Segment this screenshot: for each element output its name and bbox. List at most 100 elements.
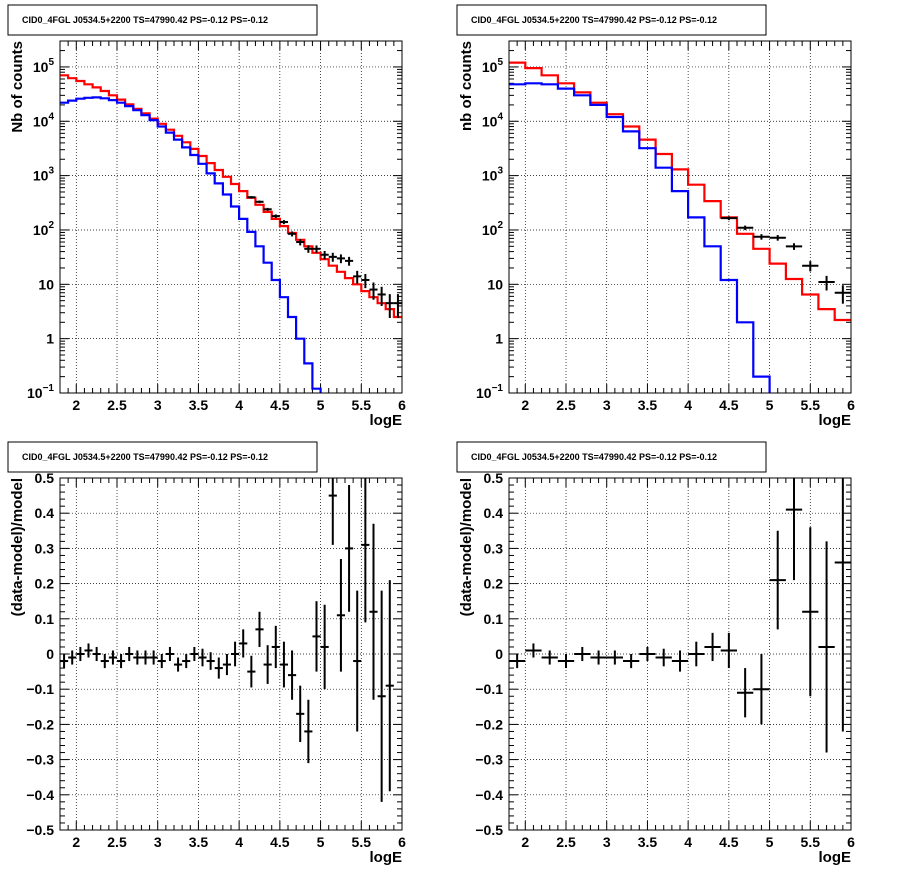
x-tick-label: 4 — [235, 834, 243, 850]
data-point — [117, 654, 126, 669]
x-tick-label: 6 — [847, 834, 855, 850]
data-point — [206, 652, 215, 670]
data-point — [92, 646, 101, 662]
data-point — [328, 478, 337, 545]
y-tick-label: −0.3 — [475, 752, 503, 768]
data-point — [271, 625, 280, 669]
y-axis-label: (data-model)/model — [9, 478, 26, 616]
y-tick-label: 0.2 — [35, 576, 55, 592]
data-point — [345, 485, 354, 612]
data-point — [149, 650, 158, 665]
data-point — [590, 650, 607, 665]
data-point — [802, 261, 819, 272]
y-tick-label: −0.4 — [475, 787, 503, 803]
y-tick-label: −0.1 — [26, 681, 54, 697]
data-point — [84, 643, 93, 658]
data-point — [288, 231, 297, 237]
chart-panel-tl: CID0_4FGL J0534.5+2200 TS=47990.42 PS=-0… — [7, 4, 406, 429]
data-point — [737, 668, 754, 718]
data-point — [222, 654, 231, 676]
x-tick-label: 4.5 — [270, 397, 290, 413]
data-point — [704, 632, 721, 662]
data-point — [328, 252, 337, 262]
plot-area — [509, 478, 851, 753]
data-point — [818, 275, 835, 291]
y-tick-label: 0.1 — [484, 611, 504, 627]
title-box — [7, 441, 318, 473]
y-tick-label: −0.5 — [26, 822, 54, 838]
data-point — [231, 641, 240, 667]
chart-title: CID0_4FGL J0534.5+2200 TS=47990.42 PS=-0… — [471, 452, 717, 462]
data-point — [557, 654, 575, 669]
plot-frame — [59, 40, 403, 394]
data-point — [385, 294, 394, 318]
series-1-histogram — [60, 96, 322, 393]
x-tick-label: 2.5 — [107, 834, 127, 850]
data-point — [345, 256, 354, 266]
x-tick-label: 4.5 — [270, 834, 290, 850]
data-point — [125, 646, 134, 662]
data-point — [688, 641, 705, 667]
y-tick-label: −0.5 — [475, 822, 503, 838]
x-tick-label: 2.5 — [556, 834, 576, 850]
data-point — [100, 654, 109, 669]
data-point — [271, 214, 280, 218]
data-point — [108, 650, 117, 665]
x-tick-label: 2 — [521, 397, 529, 413]
data-point — [279, 220, 288, 225]
data-point — [639, 646, 656, 662]
y-axis-label: Nb of counts — [9, 41, 26, 133]
y-tick-label: 102 — [33, 220, 55, 238]
title-box — [7, 4, 318, 36]
data-point — [312, 601, 321, 672]
data-point — [336, 254, 345, 264]
y-tick-label: −0.1 — [475, 681, 503, 697]
data-point — [353, 270, 362, 284]
y-tick-label: 1 — [495, 331, 503, 347]
data-point — [214, 657, 223, 679]
y-tick-label: 0.5 — [35, 470, 55, 486]
data-point — [525, 643, 542, 658]
data-point — [737, 225, 754, 231]
data-point — [296, 239, 305, 246]
y-tick-label: 0.2 — [484, 576, 504, 592]
data-point — [255, 200, 264, 204]
data-point — [385, 580, 394, 792]
data-point — [320, 251, 329, 260]
data-point — [802, 527, 819, 697]
y-tick-label: 0 — [495, 646, 503, 662]
y-tick-label: 10−1 — [27, 383, 54, 401]
x-tick-label: 5 — [766, 397, 774, 413]
data-point — [393, 294, 402, 318]
y-tick-label: 0 — [46, 646, 54, 662]
data-point — [263, 645, 272, 684]
x-tick-label: 4.5 — [719, 834, 739, 850]
data-point — [834, 285, 851, 304]
x-tick-label: 4 — [235, 397, 243, 413]
data-point — [141, 650, 150, 665]
data-point — [509, 654, 526, 669]
x-axis-label: logE — [819, 849, 852, 866]
x-tick-label: 5.5 — [801, 834, 821, 850]
data-point — [76, 646, 85, 662]
data-point — [753, 234, 770, 240]
title-box — [456, 4, 767, 36]
data-point — [174, 657, 183, 672]
x-tick-label: 3 — [603, 834, 611, 850]
data-point — [818, 541, 835, 753]
data-point — [182, 654, 191, 669]
series-0-histogram — [60, 74, 402, 319]
chart-title: CID0_4FGL J0534.5+2200 TS=47990.42 PS=-0… — [22, 15, 268, 25]
minor-ticks — [508, 477, 852, 831]
y-tick-label: 104 — [33, 111, 55, 129]
data-point — [769, 530, 786, 630]
x-tick-label: 6 — [398, 397, 406, 413]
y-tick-label: 0.4 — [484, 505, 504, 521]
x-tick-label: 3.5 — [638, 397, 658, 413]
minor-ticks — [59, 40, 403, 394]
x-tick-label: 5 — [766, 834, 774, 850]
series-0-histogram — [509, 61, 851, 322]
data-point — [361, 478, 370, 623]
y-tick-label: 10 — [38, 276, 54, 292]
data-point — [720, 216, 737, 221]
